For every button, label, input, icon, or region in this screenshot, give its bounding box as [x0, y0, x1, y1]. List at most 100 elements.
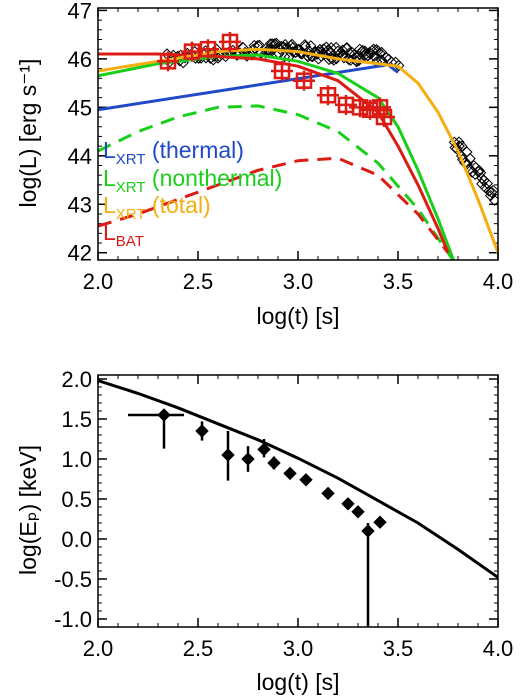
peak-energy-plot-area: 2.0 2.5 3.0 3.5 4.0 2.0 1.5 1.0 0.5 0.0 -0.5 -1.0: [54, 367, 513, 661]
peak-energy-y-tick-label: 1.0: [61, 447, 92, 472]
bat-data-square: [199, 40, 217, 58]
peak-energy-data-point: [195, 424, 209, 438]
legend-entry: LXRT (nonthermal): [103, 165, 282, 196]
peak-energy-y-axis-label: log(Eₚ) [keV]: [15, 445, 41, 575]
legend-entry-symbol: L: [103, 137, 116, 163]
xrt-data-point: [208, 50, 220, 62]
peak-energy-y-tick-label: 2.0: [61, 367, 92, 392]
legend-entry-subscript: XRT: [116, 206, 146, 223]
xrt-data-point: [380, 51, 392, 64]
luminosity-y-tick-label: 42: [68, 241, 92, 266]
luminosity-series-nonthermal-solid: [98, 53, 456, 260]
peak-energy-data-point: [341, 497, 355, 511]
xrt-data-point: [237, 42, 249, 54]
xrt-data-point: [368, 50, 380, 62]
luminosity-y-axis-label-text: log(L) [erg s⁻¹]: [15, 59, 41, 208]
peak-energy-y-axis-label-text: log(Eₚ) [keV]: [15, 445, 41, 575]
peak-energy-x-tick-label: 4.0: [483, 636, 514, 661]
legend-entry-label: (total): [146, 192, 211, 218]
peak-energy-y-tick-label: -0.5: [54, 567, 92, 592]
xrt-data-point: [283, 51, 295, 63]
peak-energy-model-line: [98, 379, 498, 579]
peak-energy-axes-frame: [97, 374, 499, 628]
legend-entry-label: (nonthermal): [146, 165, 283, 191]
legend-entry-label: (thermal): [146, 137, 244, 163]
luminosity-series-group: [98, 31, 498, 260]
xrt-data-point: [456, 140, 468, 152]
peak-energy-panel: 2.0 2.5 3.0 3.5 4.0 2.0 1.5 1.0 0.5 0.0 -0.5 -1.0 l…: [15, 367, 513, 695]
luminosity-y-tick-label: 44: [68, 144, 92, 169]
peak-energy-data-point: [283, 466, 297, 481]
luminosity-x-tick-label: 3.0: [283, 269, 314, 294]
xrt-data-point: [278, 50, 291, 63]
bat-data-square: [273, 62, 291, 80]
peak-energy-data-point: [321, 486, 335, 501]
legend-entry: LXRT (total): [103, 192, 211, 223]
peak-energy-data-point: [299, 473, 313, 487]
xrt-data-point: [469, 168, 481, 180]
luminosity-x-tick-label: 2.0: [83, 269, 114, 294]
luminosity-x-tick-label: 4.0: [483, 269, 514, 294]
xrt-data-point: [483, 185, 495, 197]
xrt-data-point: [336, 44, 349, 56]
peak-energy-data-point: [267, 456, 281, 470]
bat-data-square: [295, 72, 313, 89]
luminosity-axes-frame: [97, 7, 499, 261]
peak-energy-series-group: [98, 379, 498, 627]
peak-energy-y-tick-label: 0.0: [61, 527, 92, 552]
xrt-data-point: [466, 166, 478, 178]
legend-entry-subscript: XRT: [116, 179, 146, 196]
luminosity-x-axis-label: log(t) [s]: [256, 303, 339, 329]
xrt-data-point: [286, 38, 298, 51]
bat-data-square: [159, 53, 177, 70]
luminosity-y-tick-label: 43: [68, 192, 92, 217]
xrt-data-point: [393, 59, 405, 72]
peak-energy-x-axis-label: log(t) [s]: [256, 669, 339, 695]
peak-energy-data-point: [361, 524, 375, 538]
legend-entry-subscript: XRT: [116, 151, 146, 168]
peak-energy-x-tick-label: 3.0: [283, 636, 314, 661]
peak-energy-x-tick-label: 2.0: [83, 636, 114, 661]
bat-data-square: [375, 108, 393, 126]
luminosity-panel: 2.0 2.5 3.0 3.5 4.0 42 43 44 45 46 47 log(t) [s] l…: [15, 0, 513, 329]
xrt-data-point: [374, 47, 386, 59]
bat-data-square: [351, 99, 369, 116]
xrt-data-point: [484, 189, 497, 202]
luminosity-series-bat-dashed: [98, 156, 450, 254]
peak-energy-x-tick-label: 3.5: [383, 636, 414, 661]
luminosity-y-tick-label: 45: [68, 95, 92, 120]
peak-energy-data-point: [351, 505, 365, 519]
luminosity-x-tick-label: 3.5: [383, 269, 414, 294]
luminosity-series-total-solid: [98, 47, 498, 254]
xrt-data-point: [341, 42, 353, 55]
xrt-data-point: [473, 164, 485, 177]
xrt-data-point: [368, 43, 380, 55]
peak-energy-data-point: [257, 442, 271, 457]
peak-energy-y-tick-label: -1.0: [54, 607, 92, 632]
luminosity-y-tick-label: 47: [68, 0, 92, 23]
bat-data-square: [319, 86, 337, 104]
peak-energy-data-point: [241, 452, 255, 466]
peak-energy-data-point: [157, 408, 171, 422]
luminosity-plot-area: 2.0 2.5 3.0 3.5 4.0 42 43 44 45 46 47: [68, 0, 514, 294]
legend: LXRT (thermal)LXRT (nonthermal)LXRT (tot…: [103, 137, 282, 250]
luminosity-y-tick-label: 46: [68, 47, 92, 72]
bat-data-square: [371, 99, 389, 116]
legend-entry-symbol: L: [103, 192, 116, 218]
peak-energy-x-tick-label: 2.5: [183, 636, 214, 661]
peak-energy-data-point: [221, 448, 235, 462]
legend-entry: LXRT (thermal): [103, 137, 244, 168]
peak-energy-y-tick-label: 1.5: [61, 407, 92, 432]
bat-data-square: [221, 33, 239, 51]
xrt-data-point: [320, 41, 332, 53]
xrt-data-point: [353, 54, 365, 67]
luminosity-series-nonthermal-dashed: [98, 104, 455, 260]
legend-entry-symbol: L: [103, 219, 116, 245]
peak-energy-data-point: [373, 515, 387, 529]
peak-energy-y-tick-label: 0.5: [61, 487, 92, 512]
luminosity-y-axis-label: log(L) [erg s⁻¹]: [15, 59, 41, 208]
legend-entry-subscript: BAT: [116, 233, 144, 250]
xrt-data-point: [453, 136, 465, 148]
xrt-data-point: [481, 177, 494, 190]
